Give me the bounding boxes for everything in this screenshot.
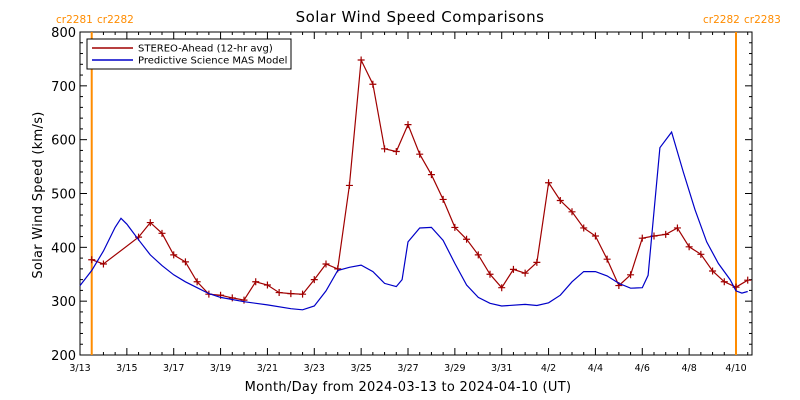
y-tick-label: 600 [51,134,76,149]
series-line [79,130,748,311]
data-point [369,80,377,88]
data-point [357,56,365,64]
data-point [509,265,517,273]
data-point [252,278,260,286]
x-tick-label: 3/15 [116,363,137,374]
x-tick-label: 3/27 [397,363,418,374]
x-tick-label: 4/2 [541,363,556,374]
data-point [533,258,541,266]
data-point [498,284,506,292]
x-tick-label: 3/17 [163,363,184,374]
data-point [181,258,189,266]
rotation-label: cr2282 [97,14,134,26]
y-tick-label: 700 [51,80,76,95]
axes-layer: 200 300 400 500 600 700 800 3/13 3/15 3/17 3/19 3/2… [51,26,753,374]
data-point [474,251,482,259]
x-axis-label: Month/Day from 2024-03-13 to 2024-04-10 … [245,380,572,395]
x-tick-label: 3/13 [69,363,90,374]
data-point [263,281,271,289]
data-point [310,276,318,284]
data-point [556,196,564,204]
legend-label: STEREO-Ahead (12-hr avg) [138,44,273,55]
data-point [486,270,494,278]
data-point [591,232,599,240]
data-point [170,251,178,259]
y-tick-label: 300 [51,295,76,310]
y-tick-label: 400 [51,241,76,256]
data-point [275,289,283,297]
y-tick-label: 200 [51,349,76,364]
y-tick-label: 800 [51,26,76,41]
x-tick-label: 3/21 [257,363,278,374]
data-point [627,271,635,279]
data-point [322,260,330,268]
data-point [697,250,705,258]
data-point [451,223,459,231]
rotation-label: cr2281 [56,14,93,26]
y-axis-label: Solar Wind Speed (km/s) [31,111,46,278]
x-tick-label: 4/6 [635,363,650,374]
data-point [685,243,693,251]
data-point [287,290,295,298]
data-point [638,234,646,242]
data-point [673,224,681,232]
data-point [521,269,529,277]
data-point [193,278,201,286]
data-point [228,294,236,302]
data-point [381,145,389,153]
data-point [744,276,752,284]
x-tick-label: 4/10 [725,363,746,374]
data-point [439,195,447,203]
data-point [427,171,435,179]
x-tick-label: 3/25 [350,363,371,374]
data-point [392,148,400,156]
data-point [240,296,248,304]
data-point [416,150,424,158]
legend-label: Predictive Science MAS Model [138,56,287,67]
data-point [99,260,107,268]
data-point [158,229,166,237]
x-tick-label: 3/29 [444,363,465,374]
x-tick-label: 4/8 [681,363,696,374]
data-point [709,267,717,275]
x-tick-label: 3/19 [210,363,231,374]
rotation-label: cr2282 [703,14,740,26]
y-tick-label: 500 [51,188,76,203]
data-point [345,181,353,189]
data-point [580,224,588,232]
legend-box [86,38,292,70]
labels-layer: cr2281 cr2282 cr2282 cr2283 [56,14,781,26]
x-tick-label: 3/23 [304,363,325,374]
data-point [463,235,471,243]
rotation-label: cr2283 [744,14,781,26]
data-point [603,255,611,263]
data-layer [79,56,752,311]
chart-title: Solar Wind Speed Comparisons [296,8,545,26]
x-tick-label: 3/31 [491,363,512,374]
data-point [404,121,412,129]
data-point [662,230,670,238]
data-point [545,179,553,187]
data-point [88,256,96,264]
data-point [146,219,154,227]
x-tick-label: 4/4 [588,363,603,374]
data-point [299,290,307,298]
data-point [568,208,576,216]
legend: STEREO-Ahead (12-hr avg)Predictive Scien… [86,38,292,70]
plot-frame [79,31,753,356]
data-point [720,278,728,286]
